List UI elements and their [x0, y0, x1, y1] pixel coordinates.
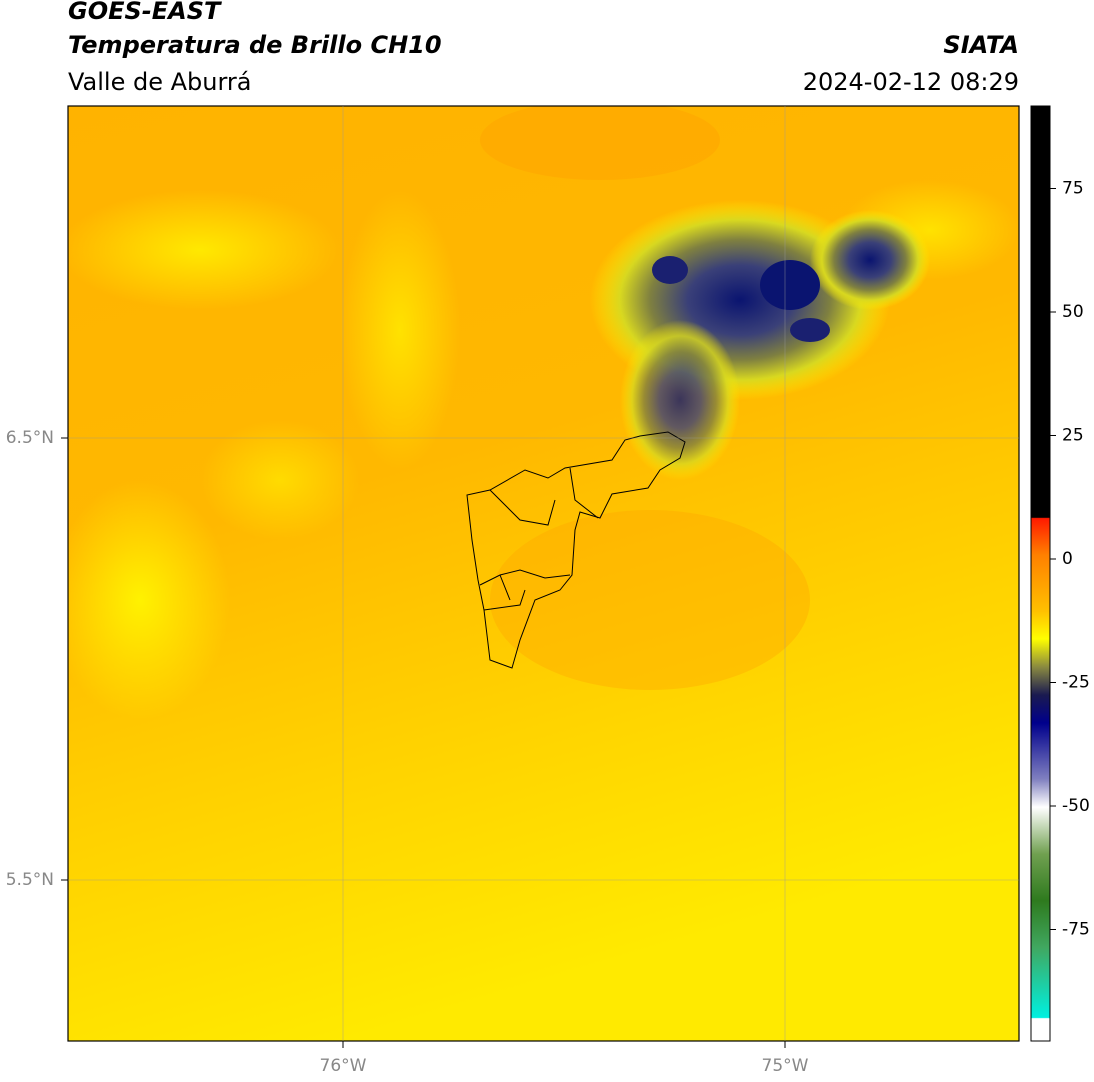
colorbar-tick-label: 25 [1062, 426, 1084, 446]
lon-tick-label: 75°W [762, 1056, 809, 1076]
colorbar [1030, 105, 1051, 1042]
colorbar-tick-label: -50 [1062, 796, 1090, 816]
colorbar-tick-label: 0 [1062, 549, 1073, 569]
colorbar-tick-label: -25 [1062, 673, 1090, 693]
colorbar-tick-label: 50 [1062, 302, 1084, 322]
lat-tick-label: 5.5°N [6, 870, 54, 890]
title: GOES-EAST [68, 0, 222, 25]
map-image [68, 106, 1019, 1041]
lat-tick-label: 6.5°N [6, 428, 54, 448]
subtitle: Temperatura de Brillo CH10 [68, 31, 442, 59]
colorbar-tick-label: 75 [1062, 179, 1084, 199]
source: SIATA [943, 31, 1019, 59]
region: Valle de Aburrá [68, 68, 252, 96]
colorbar-tick-label: -75 [1062, 920, 1090, 940]
datetime: 2024-02-12 08:29 [803, 68, 1019, 96]
lon-tick-label: 76°W [320, 1056, 367, 1076]
map-frame [67, 105, 1020, 1042]
